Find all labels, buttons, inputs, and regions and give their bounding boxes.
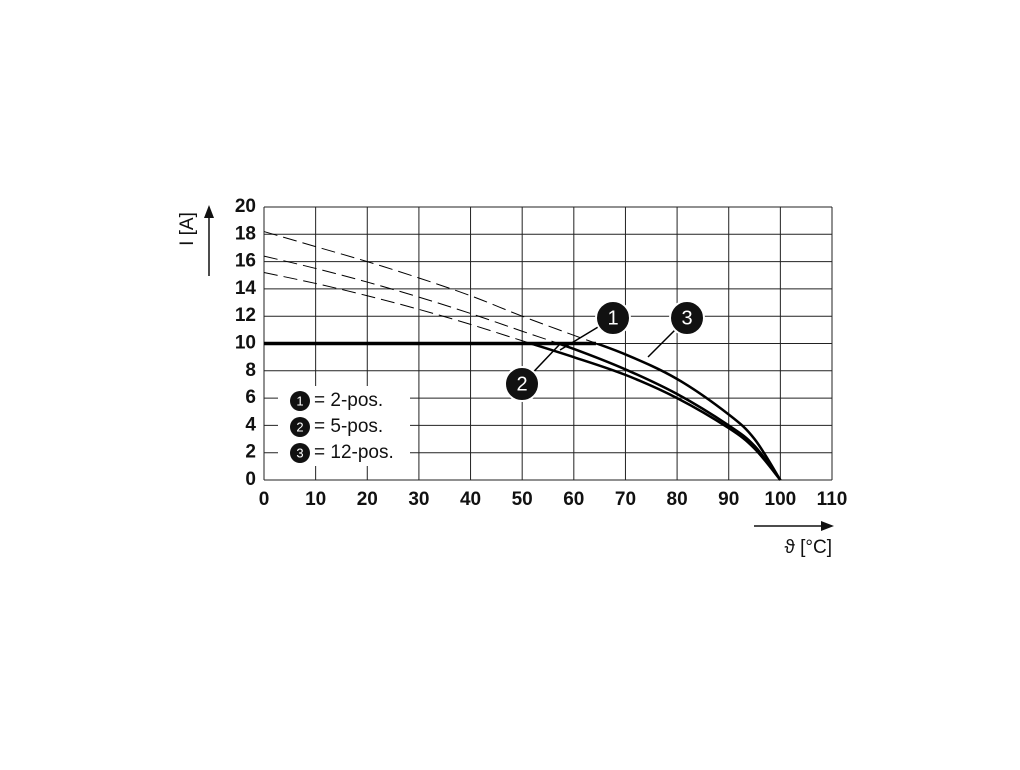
y-arrow-head [204,205,214,218]
legend-label: = 12-pos. [314,442,394,463]
derating-curve-dashed [263,272,781,481]
y-tick-label: 8 [245,360,256,381]
y-tick-label: 12 [235,305,256,326]
y-tick-label: 2 [245,442,256,463]
legend-marker [290,391,310,411]
y-tick-label: 14 [235,278,257,299]
callout-number: 3 [681,307,692,329]
x-tick-label: 30 [408,489,429,510]
x-tick-label: 100 [765,489,797,510]
derating-curve [554,343,782,481]
x-axis-label: ϑ [°C] [784,537,832,558]
x-arrow-head [821,521,834,531]
legend-label: = 5-pos. [314,416,383,437]
x-tick-label: 20 [357,489,378,510]
callout-number: 2 [516,373,527,395]
x-tick-label: 90 [718,489,739,510]
legend-marker [290,443,310,463]
x-tick-label: 0 [259,489,270,510]
x-tick-label: 10 [305,489,326,510]
derating-curve [526,343,782,481]
x-tick-label: 110 [817,489,848,510]
y-tick-label: 18 [235,223,256,244]
x-tick-label: 80 [667,489,688,510]
y-tick-label: 4 [245,414,256,435]
legend-label: = 2-pos. [314,390,383,411]
y-tick-label: 16 [235,251,256,272]
legend-marker-number: 2 [296,419,303,434]
legend-marker-number: 3 [296,445,303,460]
derating-curve [593,343,782,481]
legend-marker [290,417,310,437]
y-tick-label: 6 [245,387,256,408]
callout-circle [669,300,705,336]
legend-marker-number: 1 [296,393,303,408]
callout-number: 1 [607,307,618,329]
callout-circle [504,366,540,402]
y-tick-label: 20 [235,196,256,217]
x-tick-label: 40 [460,489,481,510]
callout-circle [595,300,631,336]
y-tick-label: 0 [245,469,256,490]
x-tick-label: 60 [563,489,584,510]
y-tick-label: 10 [235,333,256,354]
x-tick-label: 70 [615,489,636,510]
y-axis-label: I [A] [177,212,198,246]
x-tick-label: 50 [512,489,533,510]
